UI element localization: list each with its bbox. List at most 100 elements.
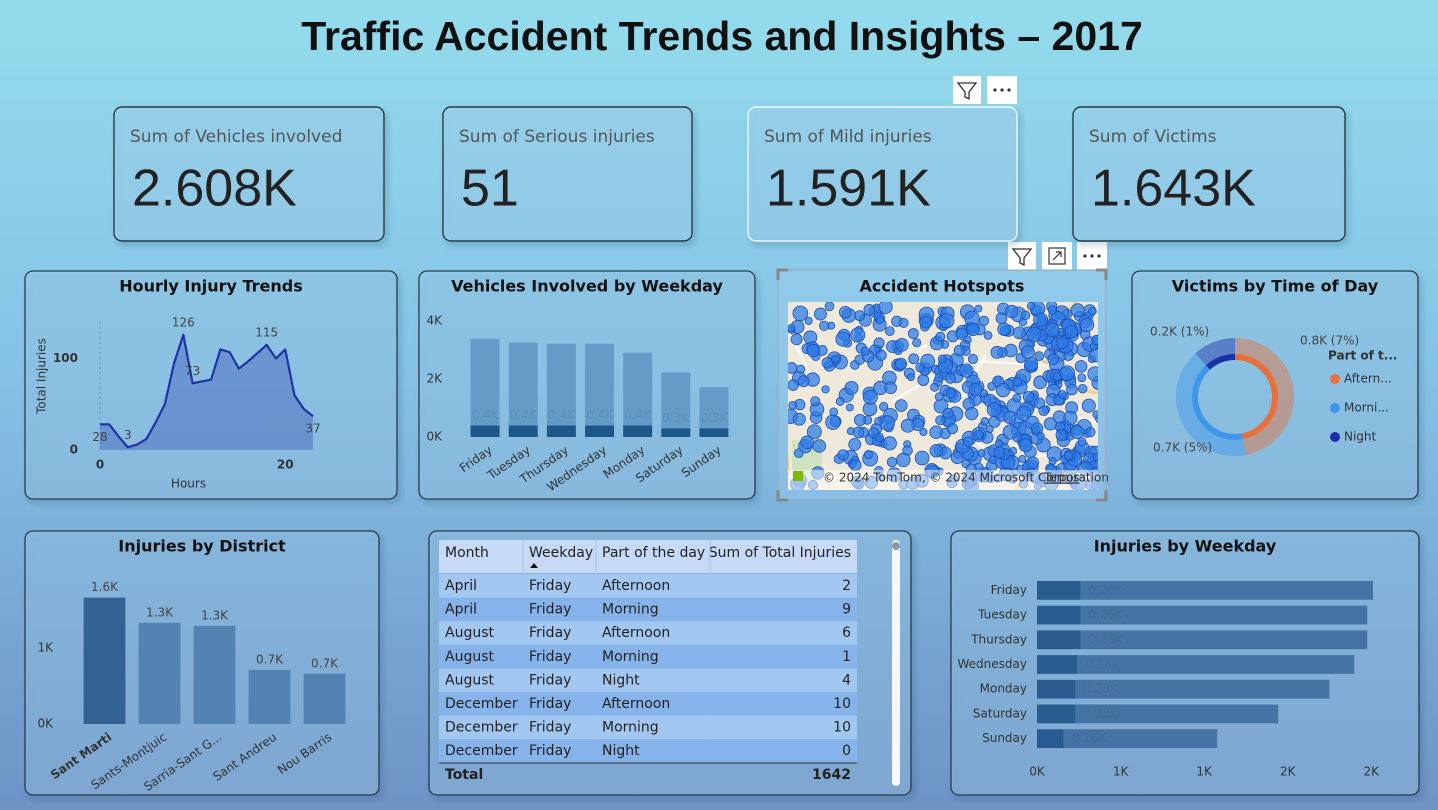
table-cell: August [445,649,495,665]
map-point [1059,365,1075,381]
map-point [962,436,974,448]
scrollbar-handle[interactable] [892,542,900,550]
map-point [1043,417,1057,431]
map-road [1068,386,1098,395]
data-label: 0.8K (7%) [1300,334,1359,348]
map-point [849,459,862,472]
table-cell: December [445,743,518,759]
focus-icon [1052,251,1062,261]
table-cell: Afternoon [602,696,670,712]
map-point [898,317,909,328]
x-axis-label: Hours [171,477,206,491]
data-label: 0.7K [256,652,284,666]
card-toolbar[interactable] [953,76,1017,104]
bar [1037,655,1078,674]
map-point [886,456,898,468]
bar [699,387,729,429]
selection-corner [776,490,788,502]
bar [1077,655,1355,674]
table-cell: December [445,696,518,712]
legend-marker [1330,403,1340,413]
map-point [1003,410,1017,424]
map-point [1091,334,1098,346]
visual-title: Vehicles Involved by Weekday [451,277,723,296]
bar [585,343,614,426]
map-point [988,455,998,465]
map-point [821,357,834,369]
table-cell: Night [602,743,640,759]
table-row-bg [439,597,857,622]
table-row-bg [439,668,857,692]
map-point [935,415,946,426]
filter-button[interactable] [953,76,981,104]
map-terms[interactable]: Terms [1043,471,1079,485]
map-point [844,380,859,395]
area [100,334,313,450]
table-cell: August [445,625,495,641]
scrollbar-thumb[interactable] [892,540,900,786]
bar [1063,729,1218,749]
data-label: 0.7K (5%) [1153,441,1212,455]
column-header: Part of the day [602,545,705,561]
table-cell: 2 [842,578,851,594]
visual-title: Hourly Injury Trends [119,277,303,296]
dot [993,88,997,92]
legend-label: Aftern... [1344,372,1392,386]
bar [83,597,126,724]
map-point [796,364,806,374]
data-label: 1.3K [146,605,174,619]
map-point [1018,455,1027,463]
table-cell: 9 [842,602,851,618]
table-cell: 10 [833,696,851,712]
map-point [1012,376,1023,387]
map-point [874,416,883,426]
map-point [1057,390,1067,400]
map-point [821,385,830,394]
table-cell: 6 [842,625,851,641]
table-cell: Morning [602,602,659,618]
column-header: Weekday [529,545,593,561]
map-point [907,373,915,381]
map-point [920,353,936,369]
table-cell: Friday [529,602,571,618]
dot [1000,88,1004,92]
map [788,302,1098,490]
map-point [814,307,827,321]
map-point [793,448,804,459]
filter-button[interactable] [1008,242,1036,270]
x-tick-label: 0K [1029,765,1046,779]
map-point [955,327,968,341]
data-label: 73 [185,364,200,378]
dot [1090,254,1094,258]
column-header: Month [445,545,489,561]
map-point [1081,398,1096,413]
map-attribution-bg [788,470,1098,490]
legend-label: Morni... [1344,401,1389,415]
map-point [845,403,854,412]
map-point [1020,345,1035,360]
visual-title: Accident Hotspots [860,277,1025,296]
table-cell: Morning [602,720,659,736]
y-tick-label: Thursday [970,632,1027,646]
map-point [788,324,796,333]
map-point [1088,307,1097,316]
map-point [812,439,827,453]
map-point [934,373,944,383]
map-point [919,315,933,329]
map-point [1026,326,1042,342]
table-cell: Morning [602,649,659,665]
map-point [806,424,822,440]
table-row-bg [439,621,857,645]
map-point [1018,438,1033,453]
map-point [1087,366,1098,382]
bar [193,625,236,724]
bar [1037,605,1081,625]
bar [1037,630,1081,650]
map-point [879,402,889,412]
map-point [792,412,806,426]
map-point [965,406,979,421]
map-toolbar[interactable] [1008,242,1107,270]
map-point [973,429,984,440]
kpi-card [442,106,693,242]
map-point [1052,410,1066,424]
